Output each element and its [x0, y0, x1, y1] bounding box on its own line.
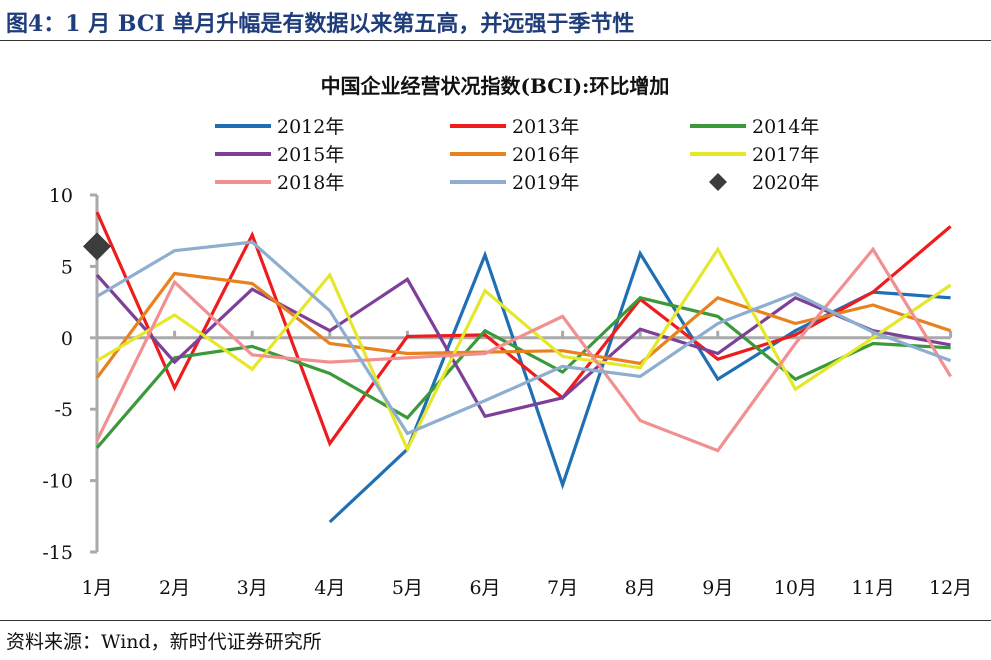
x-tick-label: 5月 — [392, 577, 423, 599]
y-tick-label: 10 — [49, 185, 73, 207]
legend-2013-label: 2013年 — [512, 116, 579, 138]
legend-2020-swatch — [709, 173, 727, 191]
legend-2019-label: 2019年 — [512, 172, 579, 194]
x-tick-label: 1月 — [81, 577, 112, 599]
legend-2016-label: 2016年 — [512, 144, 579, 166]
y-tick-label: 0 — [61, 328, 73, 350]
y-tick-label: 5 — [61, 256, 73, 278]
figure-header: 图4：1 月 BCI 单月升幅是有数据以来第五高，并远强于季节性 — [0, 0, 991, 44]
legend-2015-label: 2015年 — [277, 144, 344, 166]
x-tick-label: 4月 — [314, 577, 345, 599]
x-tick-label: 9月 — [702, 577, 733, 599]
x-tick-label: 3月 — [237, 577, 268, 599]
x-tick-label: 8月 — [625, 577, 656, 599]
y-tick-label: -10 — [42, 471, 73, 493]
x-tick-label: 12月 — [929, 577, 972, 599]
series-2012-line — [328, 249, 951, 524]
legend-2017-label: 2017年 — [752, 144, 819, 166]
bottom-divider — [0, 620, 991, 621]
series-2016-line — [95, 271, 952, 379]
source-note: 资料来源：Wind，新时代证券研究所 — [6, 631, 322, 653]
legend-2018-label: 2018年 — [277, 172, 344, 194]
legend-2020-label: 2020年 — [752, 172, 819, 194]
series-2018-line — [95, 246, 952, 453]
x-tick-label: 6月 — [469, 577, 500, 599]
legend-2012-label: 2012年 — [277, 116, 344, 138]
legend-2014-label: 2014年 — [752, 116, 819, 138]
series-2020-point — [83, 232, 111, 261]
x-tick-label: 2月 — [159, 577, 190, 599]
line-chart: 中国企业经营状况指数(BCI):环比增加 2012年 2013年 2014年 2015年… — [42, 74, 972, 599]
series-2015-line — [95, 273, 951, 419]
figure-title: 图4：1 月 BCI 单月升幅是有数据以来第五高，并远强于季节性 — [6, 11, 635, 37]
top-divider — [0, 40, 991, 41]
series-2019-line — [96, 240, 952, 436]
y-tick-label: -5 — [54, 399, 73, 421]
chart-title: 中国企业经营状况指数(BCI):环比增加 — [321, 74, 670, 98]
x-tick-label: 11月 — [851, 577, 894, 599]
series-2017-line — [96, 246, 952, 453]
x-tick-label: 7月 — [547, 577, 578, 599]
y-tick-label: -15 — [42, 542, 73, 564]
x-tick-label: 10月 — [774, 577, 817, 599]
